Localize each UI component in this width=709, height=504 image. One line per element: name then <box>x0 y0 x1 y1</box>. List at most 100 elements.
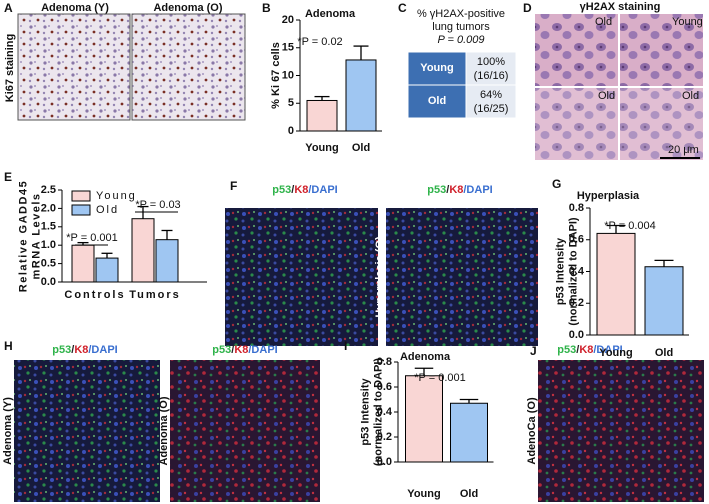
x-tick-label: Old <box>655 347 673 359</box>
image <box>620 88 703 160</box>
side-label: Adenoma (Y) <box>2 397 14 465</box>
chart-title: Adenoma <box>305 8 356 20</box>
image-title: γH2AX staining <box>580 1 661 13</box>
legend-swatch <box>71 190 91 202</box>
stain-part: K8 <box>449 184 463 196</box>
stain-part: / <box>291 184 294 196</box>
annotation: *P = 0.004 <box>604 220 655 232</box>
y-tick-label: 0.5 <box>41 258 56 270</box>
stain-part: /DAPI <box>88 344 117 356</box>
image <box>131 13 246 121</box>
x-tick-label: Old <box>460 488 478 500</box>
x-tick-label: Young <box>407 488 440 500</box>
stain-label: p53/K8/DAPI <box>52 344 117 356</box>
panel-letter: F <box>230 179 237 193</box>
panel-letter: D <box>523 1 532 15</box>
bar <box>596 232 636 336</box>
side-label: AdenoCa (O) <box>526 397 538 465</box>
legend-label: Old <box>96 204 119 216</box>
y-tick-label: 0 <box>288 125 294 137</box>
stain-part: p53 <box>272 184 291 196</box>
table-cell-text: 64% <box>480 89 502 101</box>
bar <box>306 99 338 132</box>
y-tick-label: 1.0 <box>41 239 56 251</box>
table-cell <box>465 51 517 86</box>
stain-part: K8 <box>234 344 248 356</box>
panel-letter: A <box>4 1 13 15</box>
table-title: % γH2AX-positive <box>417 8 505 20</box>
stain-part: /DAPI <box>463 184 492 196</box>
stain-part: K8 <box>294 184 308 196</box>
side-label: Hyperplasia (Y) <box>213 237 225 317</box>
y-tick-label: 1.5 <box>41 221 56 233</box>
image-label: Old <box>682 90 699 102</box>
y-tick-label: 2.5 <box>41 184 56 196</box>
image <box>170 360 320 502</box>
legend-label: Young <box>96 190 137 202</box>
stain-label: p53/K8/DAPI <box>212 344 277 356</box>
y-tick-label: 0.8 <box>569 202 584 214</box>
image-title: Adenoma (Y) <box>41 2 109 14</box>
y-axis-label: p53 Intensity <box>554 237 566 305</box>
stain-label: p53/K8/DAPI <box>427 184 492 196</box>
bar <box>71 244 95 283</box>
y-tick-label: 0.6 <box>569 234 584 246</box>
y-tick-label: 0.0 <box>569 329 584 341</box>
y-axis-label: % Ki 67 cells <box>270 42 282 109</box>
panel-letter: B <box>262 1 271 15</box>
y-tick-label: 0.0 <box>377 456 392 468</box>
y-axis-label: (normalized to DAPI) <box>567 217 579 326</box>
y-tick-label: 2.0 <box>41 202 56 214</box>
stain-label: p53/K8/DAPI <box>557 344 622 356</box>
stain-part: p53 <box>52 344 71 356</box>
side-label: Ki67 staining <box>4 34 16 102</box>
stain-part: /DAPI <box>593 344 622 356</box>
stain-part: / <box>231 344 234 356</box>
table-cell-text: Old <box>428 95 446 107</box>
image-title: Adenoma (O) <box>153 2 222 14</box>
panel-letter: J <box>530 344 537 358</box>
y-tick-label: 10 <box>282 69 294 81</box>
chart-title: Adenoma <box>400 351 451 363</box>
bar <box>450 402 488 463</box>
chart-title: Hyperplasia <box>577 190 640 202</box>
image <box>14 360 160 502</box>
y-tick-label: 0.0 <box>41 276 56 288</box>
table-cell-text: 100% <box>477 56 505 68</box>
image-label: Old <box>595 16 612 28</box>
x-tick-label: Young <box>305 142 338 154</box>
x-tick-label: Controls <box>64 289 125 301</box>
table-cell-text: (16/16) <box>474 70 509 82</box>
side-label: Adenoma (O) <box>158 396 170 465</box>
y-axis-label: p53 Intensity <box>359 378 371 446</box>
table-cell <box>465 84 517 119</box>
panel-letter: E <box>4 170 12 184</box>
panel-letter: G <box>552 177 561 191</box>
stain-part: /DAPI <box>308 184 337 196</box>
panel-letter: C <box>398 1 407 15</box>
image <box>225 208 378 346</box>
annotation: *P = 0.001 <box>414 372 465 384</box>
stain-part: p53 <box>557 344 576 356</box>
stain-part: K8 <box>579 344 593 356</box>
image <box>620 14 703 86</box>
stain-part: K8 <box>74 344 88 356</box>
y-tick-label: 0.8 <box>377 356 392 368</box>
y-tick-label: 15 <box>282 42 294 54</box>
stain-part: p53 <box>212 344 231 356</box>
y-axis-label: (normalized to DAPI) <box>372 358 384 467</box>
table-cell <box>407 51 467 86</box>
table-cell-text: (16/25) <box>474 103 509 115</box>
bar <box>644 266 684 336</box>
table-cell-text: Young <box>420 62 453 74</box>
stain-part: / <box>446 184 449 196</box>
x-tick-label: Young <box>599 347 632 359</box>
annotation: *P = 0.03 <box>135 199 180 211</box>
panel-letter: I <box>344 339 347 353</box>
image <box>17 13 131 121</box>
annotation: *P = 0.02 <box>297 36 342 48</box>
image <box>535 14 618 86</box>
bar <box>405 375 443 463</box>
bar <box>155 239 179 283</box>
